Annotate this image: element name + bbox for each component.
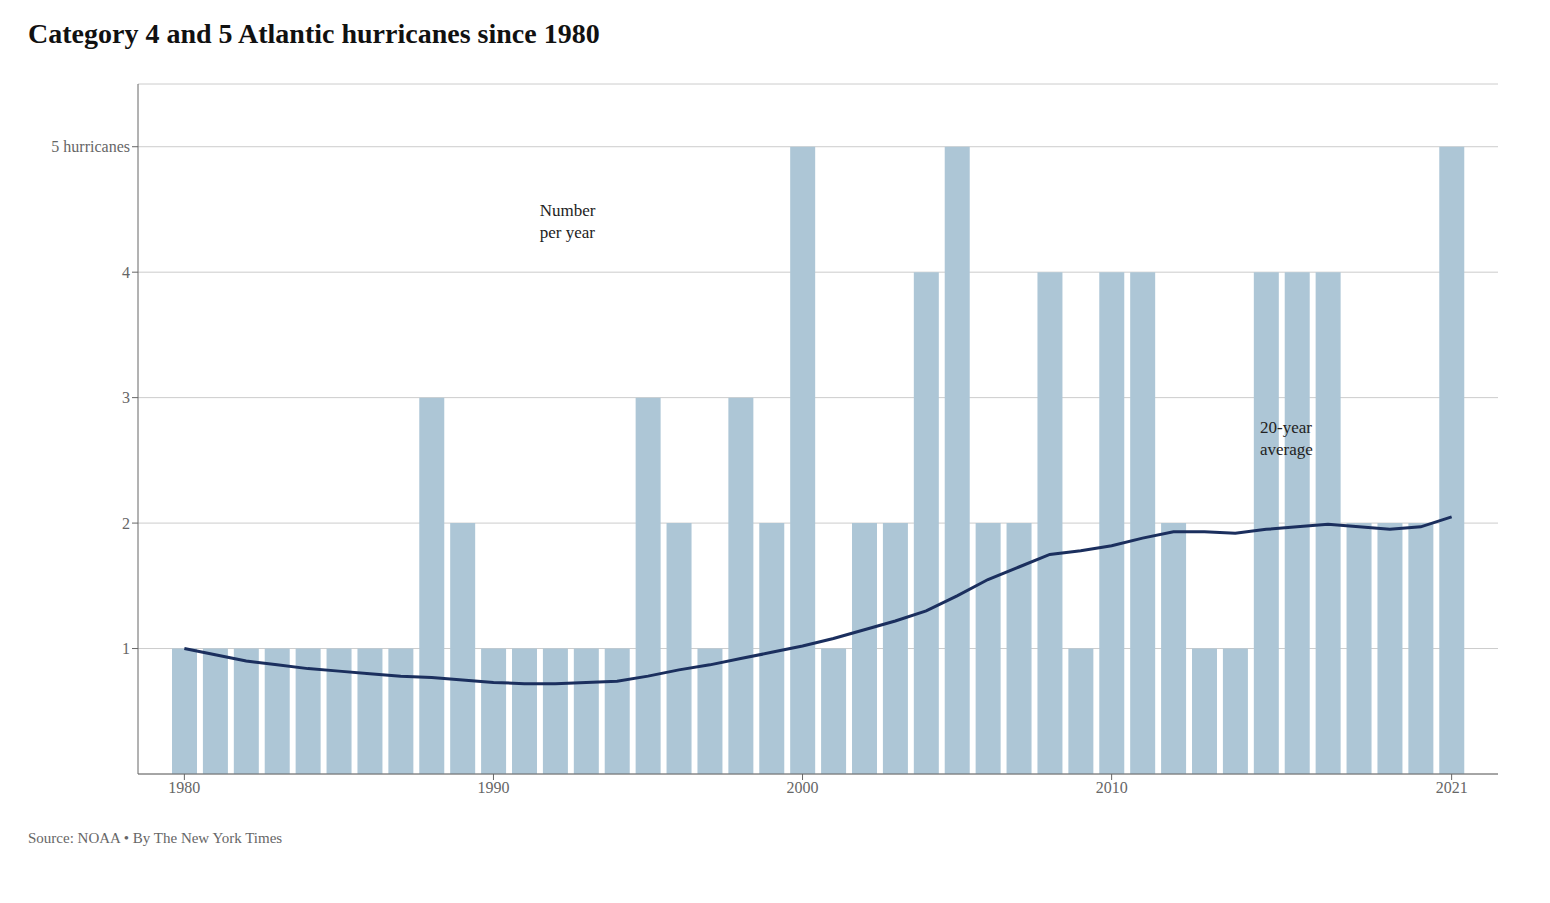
html-text:Source: NOAA • By The New York: Source: NOAA • By The New York Times	[28, 830, 283, 846]
svg-text:4: 4	[122, 264, 130, 281]
svg-text:5 hurricanes: 5 hurricanes	[51, 138, 130, 155]
svg-text:2: 2	[122, 515, 130, 532]
svg-text:1980: 1980	[168, 779, 200, 796]
svg-text:2010: 2010	[1096, 779, 1128, 796]
svg-text:1990: 1990	[477, 779, 509, 796]
svg-text:1: 1	[122, 640, 130, 657]
svg-text:Numberper year: Numberper year	[540, 201, 596, 242]
svg-text:2021: 2021	[1436, 779, 1468, 796]
html-text:Category 4 and 5 Atlantic hurr: Category 4 and 5 Atlantic hurricanes sin…	[28, 18, 600, 49]
svg-text:3: 3	[122, 389, 130, 406]
svg-text:2000: 2000	[787, 779, 819, 796]
svg-text:20-yearaverage: 20-yearaverage	[1260, 418, 1313, 459]
